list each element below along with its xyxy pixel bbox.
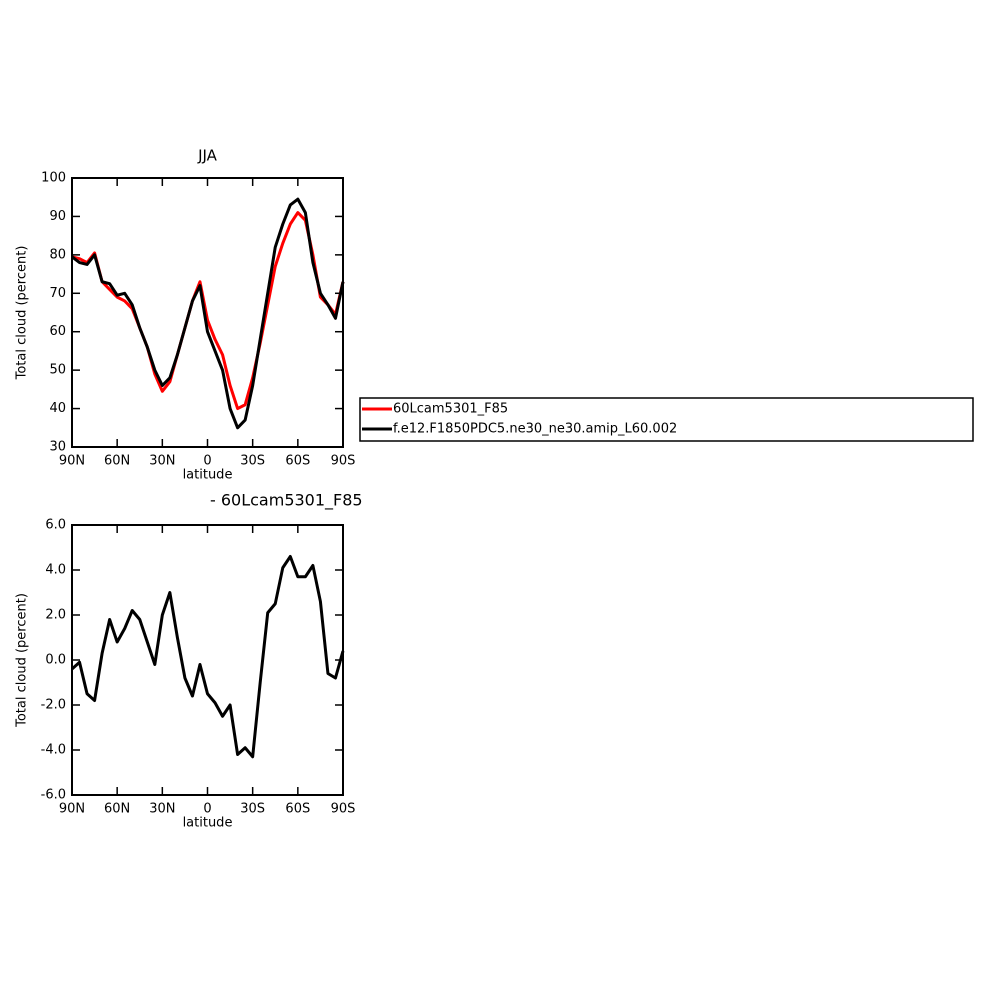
x-tick-label: 90S bbox=[331, 454, 356, 469]
series-line bbox=[71, 197, 345, 430]
x-tick-label: 30S bbox=[240, 454, 265, 469]
y-axis-label: Total cloud (percent) bbox=[15, 246, 30, 381]
y-tick-label: 100 bbox=[41, 171, 66, 186]
x-tick-label: 0 bbox=[203, 454, 211, 469]
y-tick-label: 6.0 bbox=[45, 518, 66, 533]
y-axis-label: Total cloud (percent) bbox=[15, 593, 30, 728]
y-tick-label: 2.0 bbox=[45, 608, 66, 623]
x-axis-label: latitude bbox=[183, 468, 233, 483]
x-tick-label: 60N bbox=[104, 454, 130, 469]
x-tick-label: 90N bbox=[59, 802, 85, 817]
legend-label: 60Lcam5301_F85 bbox=[393, 402, 508, 417]
series-line bbox=[70, 555, 345, 759]
x-axis-label: latitude bbox=[183, 816, 233, 831]
plot-frame bbox=[71, 524, 344, 796]
x-tick-label: 90S bbox=[331, 802, 356, 817]
chart-title: - 60Lcam5301_F85 bbox=[210, 491, 363, 511]
y-tick-label: 80 bbox=[49, 247, 66, 262]
y-tick-label: 30 bbox=[49, 440, 66, 455]
x-tick-label: 60N bbox=[104, 802, 130, 817]
x-tick-label: 30N bbox=[149, 802, 175, 817]
y-tick-label: -6.0 bbox=[41, 788, 66, 803]
y-tick-label: 60 bbox=[49, 324, 66, 339]
y-tick-label: 50 bbox=[49, 363, 66, 378]
y-tick-label: 4.0 bbox=[45, 563, 66, 578]
x-tick-label: 0 bbox=[203, 802, 211, 817]
x-tick-label: 90N bbox=[59, 454, 85, 469]
x-tick-label: 60S bbox=[285, 802, 310, 817]
x-tick-label: 30N bbox=[149, 454, 175, 469]
y-tick-label: -2.0 bbox=[41, 698, 66, 713]
y-tick-label: 0.0 bbox=[45, 653, 66, 668]
y-tick-label: 90 bbox=[49, 209, 66, 224]
legend-box bbox=[359, 397, 974, 442]
y-tick-label: 70 bbox=[49, 286, 66, 301]
y-tick-label: -4.0 bbox=[41, 743, 66, 758]
chart-title: JJA bbox=[197, 147, 218, 165]
series-line bbox=[71, 211, 345, 411]
x-tick-label: 30S bbox=[240, 802, 265, 817]
x-tick-label: 60S bbox=[285, 454, 310, 469]
legend-label: f.e12.F1850PDC5.ne30_ne30.amip_L60.002 bbox=[393, 422, 677, 437]
y-tick-label: 40 bbox=[49, 401, 66, 416]
